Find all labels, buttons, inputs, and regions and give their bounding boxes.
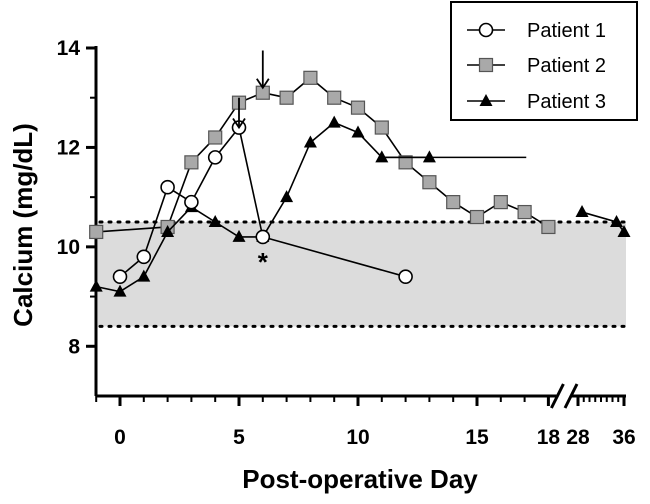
axis-break-mark-right <box>563 383 579 409</box>
data-point <box>232 229 246 242</box>
data-point <box>375 150 389 163</box>
legend: Patient 1 Patient 2 Patient 3 <box>450 1 638 121</box>
data-point <box>351 125 365 138</box>
data-point <box>136 249 152 265</box>
data-point <box>327 115 341 128</box>
data-point <box>89 279 103 292</box>
data-point <box>161 224 175 237</box>
data-point <box>541 219 556 235</box>
data-point <box>398 155 413 170</box>
annotation-arrow-head <box>256 78 270 90</box>
y-tick-label: 14 <box>57 37 81 60</box>
data-point <box>279 90 294 105</box>
annotation-asterisk: * <box>258 247 269 277</box>
axes: 8 10 12 14 0 5 10 15 18 28 36 <box>57 37 636 449</box>
data-point <box>517 204 532 220</box>
data-point <box>610 215 624 227</box>
data-point <box>113 284 127 297</box>
annotations: * <box>232 50 527 277</box>
data-point <box>160 179 175 195</box>
series-line <box>119 125 406 278</box>
data-point <box>446 195 461 210</box>
x-tick-label: 18 <box>537 426 561 449</box>
x-tick-label: 28 <box>566 426 590 449</box>
legend-marker <box>479 94 493 106</box>
legend-marker <box>478 57 494 73</box>
y-tick-label: 12 <box>57 136 80 159</box>
legend-label-patient-1: Patient 1 <box>527 20 606 42</box>
data-point <box>208 130 223 145</box>
x-tick-label: 5 <box>233 426 245 449</box>
data-point <box>422 175 437 190</box>
x-tick-label: 36 <box>612 426 635 449</box>
legend-label-patient-2: Patient 2 <box>527 55 606 77</box>
series-layer <box>89 70 631 297</box>
data-point <box>89 224 104 240</box>
data-point <box>255 229 271 245</box>
data-point <box>575 205 589 218</box>
annotation-arrow-head <box>232 118 246 130</box>
data-point <box>469 209 485 225</box>
legend-marker <box>478 22 494 38</box>
y-tick-label: 10 <box>57 236 80 259</box>
x-tick-label: 15 <box>465 426 489 449</box>
data-point <box>617 224 631 237</box>
data-point <box>184 155 199 170</box>
data-point <box>303 135 317 148</box>
y-tick-label: 8 <box>68 335 80 358</box>
data-point <box>112 269 128 284</box>
x-tick-label: 0 <box>114 426 126 449</box>
axis-break-mark-left <box>550 383 565 409</box>
data-point <box>184 194 199 210</box>
data-point <box>303 70 318 85</box>
data-point <box>422 150 436 163</box>
x-tick-label: 10 <box>346 426 369 449</box>
x-axis-title: Post-operative Day <box>242 464 478 494</box>
data-point <box>208 215 222 227</box>
data-point <box>398 269 413 284</box>
series-patient-1 <box>112 120 413 284</box>
series-patient-3-late <box>575 205 631 237</box>
data-point <box>207 150 223 165</box>
legend-label-patient-3: Patient 3 <box>527 91 606 113</box>
data-point <box>280 190 294 203</box>
normal-range-band <box>98 222 626 327</box>
data-point <box>137 269 151 282</box>
data-point <box>327 90 342 105</box>
data-point <box>493 195 508 210</box>
series-line <box>96 121 430 293</box>
y-axis-title: Calcium (mg/dL) <box>8 123 38 327</box>
data-point <box>350 100 366 115</box>
data-point <box>374 120 389 135</box>
